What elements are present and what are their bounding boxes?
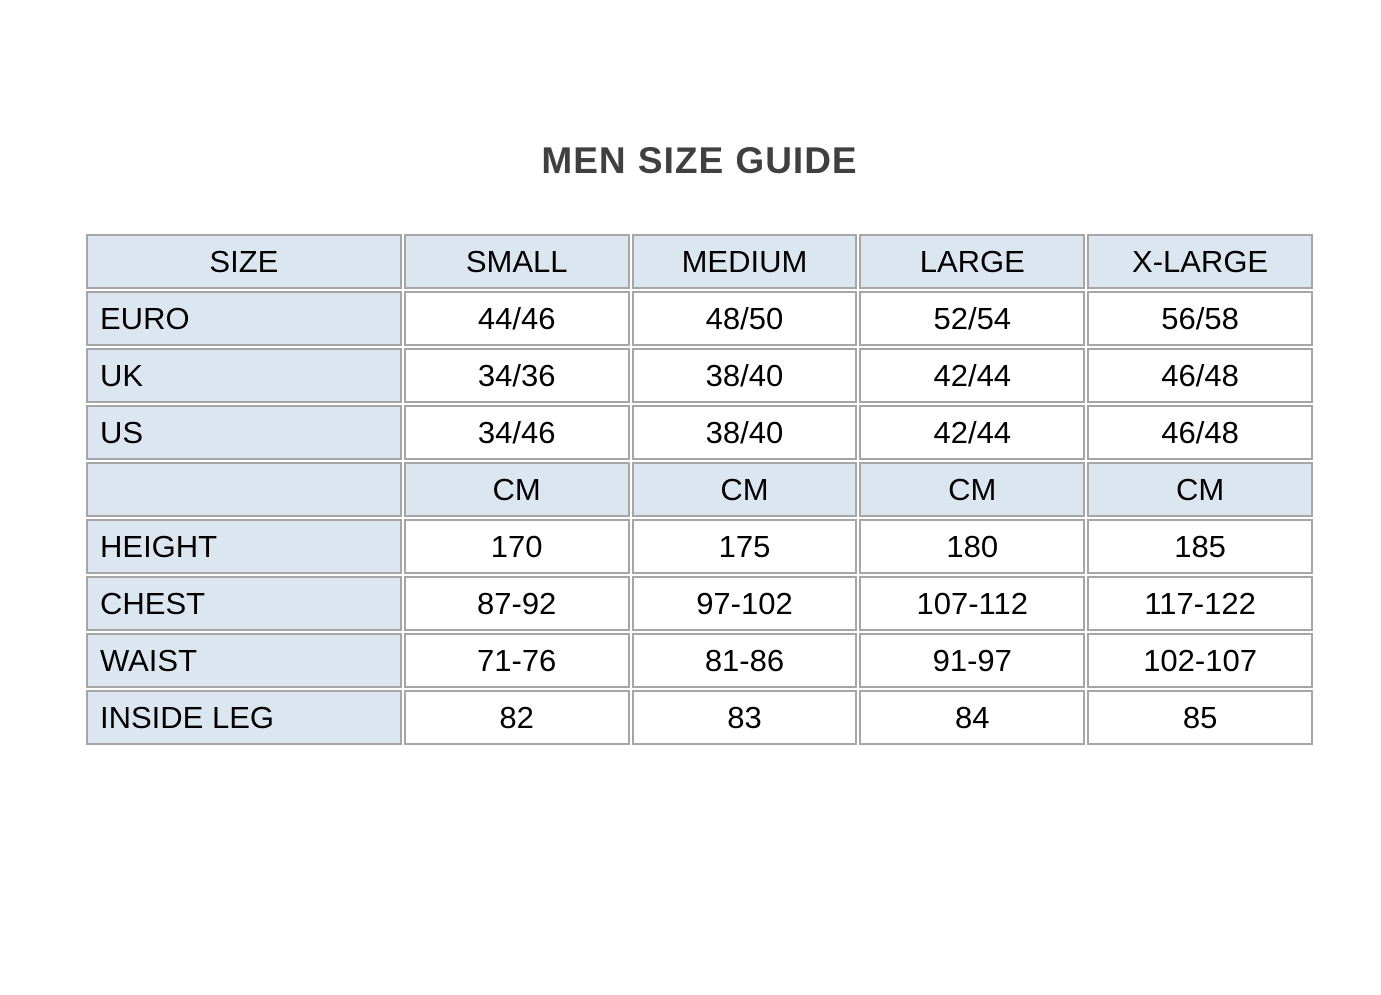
row-label-euro: EURO — [86, 291, 402, 346]
cm-unit-medium: CM — [631, 462, 858, 517]
euro-large-value: 52/54 — [859, 291, 1086, 346]
chest-medium-value: 97-102 — [631, 576, 858, 631]
row-label-uk: UK — [86, 348, 402, 403]
waist-small-value: 71-76 — [403, 633, 630, 688]
us-small-value: 34/46 — [403, 405, 630, 460]
row-label-height: HEIGHT — [86, 519, 402, 574]
cm-unit-x-large: CM — [1087, 462, 1313, 517]
table-row-inside-leg: INSIDE LEG 82 83 84 85 — [86, 690, 1313, 745]
table-row-euro: EURO 44/46 48/50 52/54 56/58 — [86, 291, 1313, 346]
waist-x-large-value: 102-107 — [1087, 633, 1313, 688]
uk-x-large-value: 46/48 — [1087, 348, 1313, 403]
row-label-chest: CHEST — [86, 576, 402, 631]
inside-leg-small-value: 82 — [403, 690, 630, 745]
chest-small-value: 87-92 — [403, 576, 630, 631]
inside-leg-medium-value: 83 — [631, 690, 858, 745]
page-title: MEN SIZE GUIDE — [541, 140, 858, 181]
uk-small-value: 34/36 — [403, 348, 630, 403]
column-header-small: SMALL — [403, 234, 630, 289]
inside-leg-x-large-value: 85 — [1087, 690, 1313, 745]
table-row-height: HEIGHT 170 175 180 185 — [86, 519, 1313, 574]
table-row-us: US 34/46 38/40 42/44 46/48 — [86, 405, 1313, 460]
uk-large-value: 42/44 — [859, 348, 1086, 403]
table-row-waist: WAIST 71-76 81-86 91-97 102-107 — [86, 633, 1313, 688]
height-medium-value: 175 — [631, 519, 858, 574]
table-header-row: SIZE SMALL MEDIUM LARGE X-LARGE — [86, 234, 1313, 289]
column-header-size: SIZE — [86, 234, 402, 289]
row-label-us: US — [86, 405, 402, 460]
column-header-x-large: X-LARGE — [1087, 234, 1313, 289]
cm-unit-small: CM — [403, 462, 630, 517]
cm-unit-large: CM — [859, 462, 1086, 517]
height-small-value: 170 — [403, 519, 630, 574]
euro-small-value: 44/46 — [403, 291, 630, 346]
size-guide-table: SIZE SMALL MEDIUM LARGE X-LARGE EURO 44/… — [84, 232, 1315, 747]
row-label-inside-leg: INSIDE LEG — [86, 690, 402, 745]
table-row-uk: UK 34/36 38/40 42/44 46/48 — [86, 348, 1313, 403]
height-x-large-value: 185 — [1087, 519, 1313, 574]
us-large-value: 42/44 — [859, 405, 1086, 460]
height-large-value: 180 — [859, 519, 1086, 574]
chest-large-value: 107-112 — [859, 576, 1086, 631]
uk-medium-value: 38/40 — [631, 348, 858, 403]
us-medium-value: 38/40 — [631, 405, 858, 460]
column-header-large: LARGE — [859, 234, 1086, 289]
waist-large-value: 91-97 — [859, 633, 1086, 688]
euro-x-large-value: 56/58 — [1087, 291, 1313, 346]
euro-medium-value: 48/50 — [631, 291, 858, 346]
table-row-chest: CHEST 87-92 97-102 107-112 117-122 — [86, 576, 1313, 631]
waist-medium-value: 81-86 — [631, 633, 858, 688]
us-x-large-value: 46/48 — [1087, 405, 1313, 460]
column-header-medium: MEDIUM — [631, 234, 858, 289]
table-row-cm-units: CM CM CM CM — [86, 462, 1313, 517]
row-label-waist: WAIST — [86, 633, 402, 688]
inside-leg-large-value: 84 — [859, 690, 1086, 745]
row-label-blank — [86, 462, 402, 517]
chest-x-large-value: 117-122 — [1087, 576, 1313, 631]
